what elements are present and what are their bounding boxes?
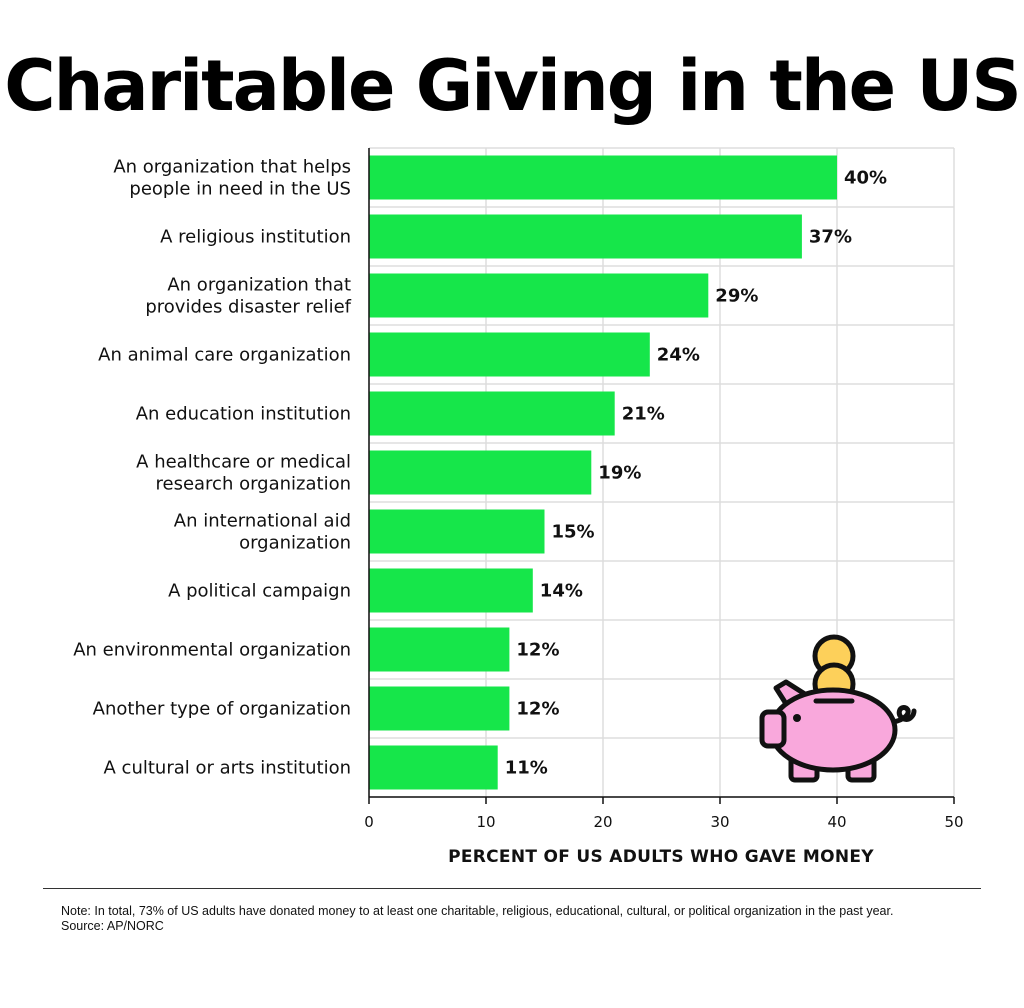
bar: [369, 686, 510, 731]
category-labels: An organization that helps people in need…: [73, 157, 351, 779]
x-axis: 0 10 20 30 40 50: [364, 148, 964, 831]
bar: [369, 509, 545, 554]
pig-eye: [793, 714, 801, 722]
category-label-line: A healthcare or medical: [136, 452, 351, 473]
note-text: Note: In total, 73% of US adults have do…: [61, 904, 894, 918]
x-axis-label: PERCENT OF US ADULTS WHO GAVE MONEY: [448, 847, 874, 867]
divider: [43, 888, 981, 889]
bar: [369, 155, 837, 200]
category-label-line: An environmental organization: [73, 640, 351, 661]
category-label-line: An animal care organization: [98, 345, 351, 366]
bar-chart: An organization that helps people in need…: [73, 147, 964, 867]
category-label-line: An organization that helps: [113, 157, 351, 178]
bar: [369, 627, 510, 672]
category-label: An international aid organization: [174, 511, 351, 554]
category-label: An environmental organization: [73, 640, 351, 661]
value-label: 15%: [552, 522, 595, 543]
value-label: 12%: [516, 640, 559, 661]
x-tick-label: 0: [364, 813, 374, 831]
source-text: Source: AP/NORC: [61, 919, 164, 933]
category-label-line: An organization that: [167, 275, 351, 296]
bar: [369, 273, 709, 318]
category-label: A political campaign: [168, 581, 351, 602]
bar: [369, 214, 802, 259]
chart-title: Charitable Giving in the US: [4, 45, 1022, 127]
x-tick-label: 30: [710, 813, 729, 831]
category-label: An education institution: [136, 404, 351, 425]
category-label: An organization that helps people in need…: [113, 157, 351, 200]
value-label: 40%: [844, 168, 887, 189]
value-label: 12%: [516, 699, 559, 720]
value-label: 24%: [657, 345, 700, 366]
category-label-line: A religious institution: [160, 227, 351, 248]
category-label: An animal care organization: [98, 345, 351, 366]
x-tick-label: 10: [476, 813, 495, 831]
category-label: An organization that provides disaster re…: [145, 275, 351, 318]
pig-snout: [759, 709, 787, 749]
x-tick-label: 20: [593, 813, 612, 831]
bar: [369, 745, 498, 790]
value-label: 37%: [809, 227, 852, 248]
category-label-line: organization: [239, 533, 351, 554]
value-label: 21%: [622, 404, 665, 425]
value-label: 11%: [505, 758, 548, 779]
bar: [369, 568, 533, 613]
category-label-line: research organization: [155, 474, 351, 495]
category-label-line: A political campaign: [168, 581, 351, 602]
value-label: 29%: [715, 286, 758, 307]
x-tick-label: 50: [944, 813, 963, 831]
bar: [369, 450, 592, 495]
piggy-bank-icon: [759, 634, 917, 783]
category-label: A healthcare or medical research organiza…: [136, 452, 351, 495]
bar: [369, 332, 650, 377]
bar: [369, 391, 615, 436]
category-label-line: A cultural or arts institution: [104, 758, 351, 779]
category-label: A cultural or arts institution: [104, 758, 351, 779]
category-label-line: An international aid: [174, 511, 351, 532]
category-label: A religious institution: [160, 227, 351, 248]
category-label-line: An education institution: [136, 404, 351, 425]
bars: [369, 155, 837, 790]
x-tick-label: 40: [827, 813, 846, 831]
category-label: Another type of organization: [93, 699, 351, 720]
category-label-line: Another type of organization: [93, 699, 351, 720]
category-label-line: provides disaster relief: [145, 297, 351, 318]
value-labels: 40% 37% 29% 24% 21% 19% 15% 14% 12% 12% 11%: [505, 168, 887, 779]
category-label-line: people in need in the US: [129, 179, 351, 200]
pig-tail: [890, 705, 917, 725]
value-label: 14%: [540, 581, 583, 602]
footnote: Note: In total, 73% of US adults have do…: [61, 904, 961, 934]
value-label: 19%: [598, 463, 641, 484]
